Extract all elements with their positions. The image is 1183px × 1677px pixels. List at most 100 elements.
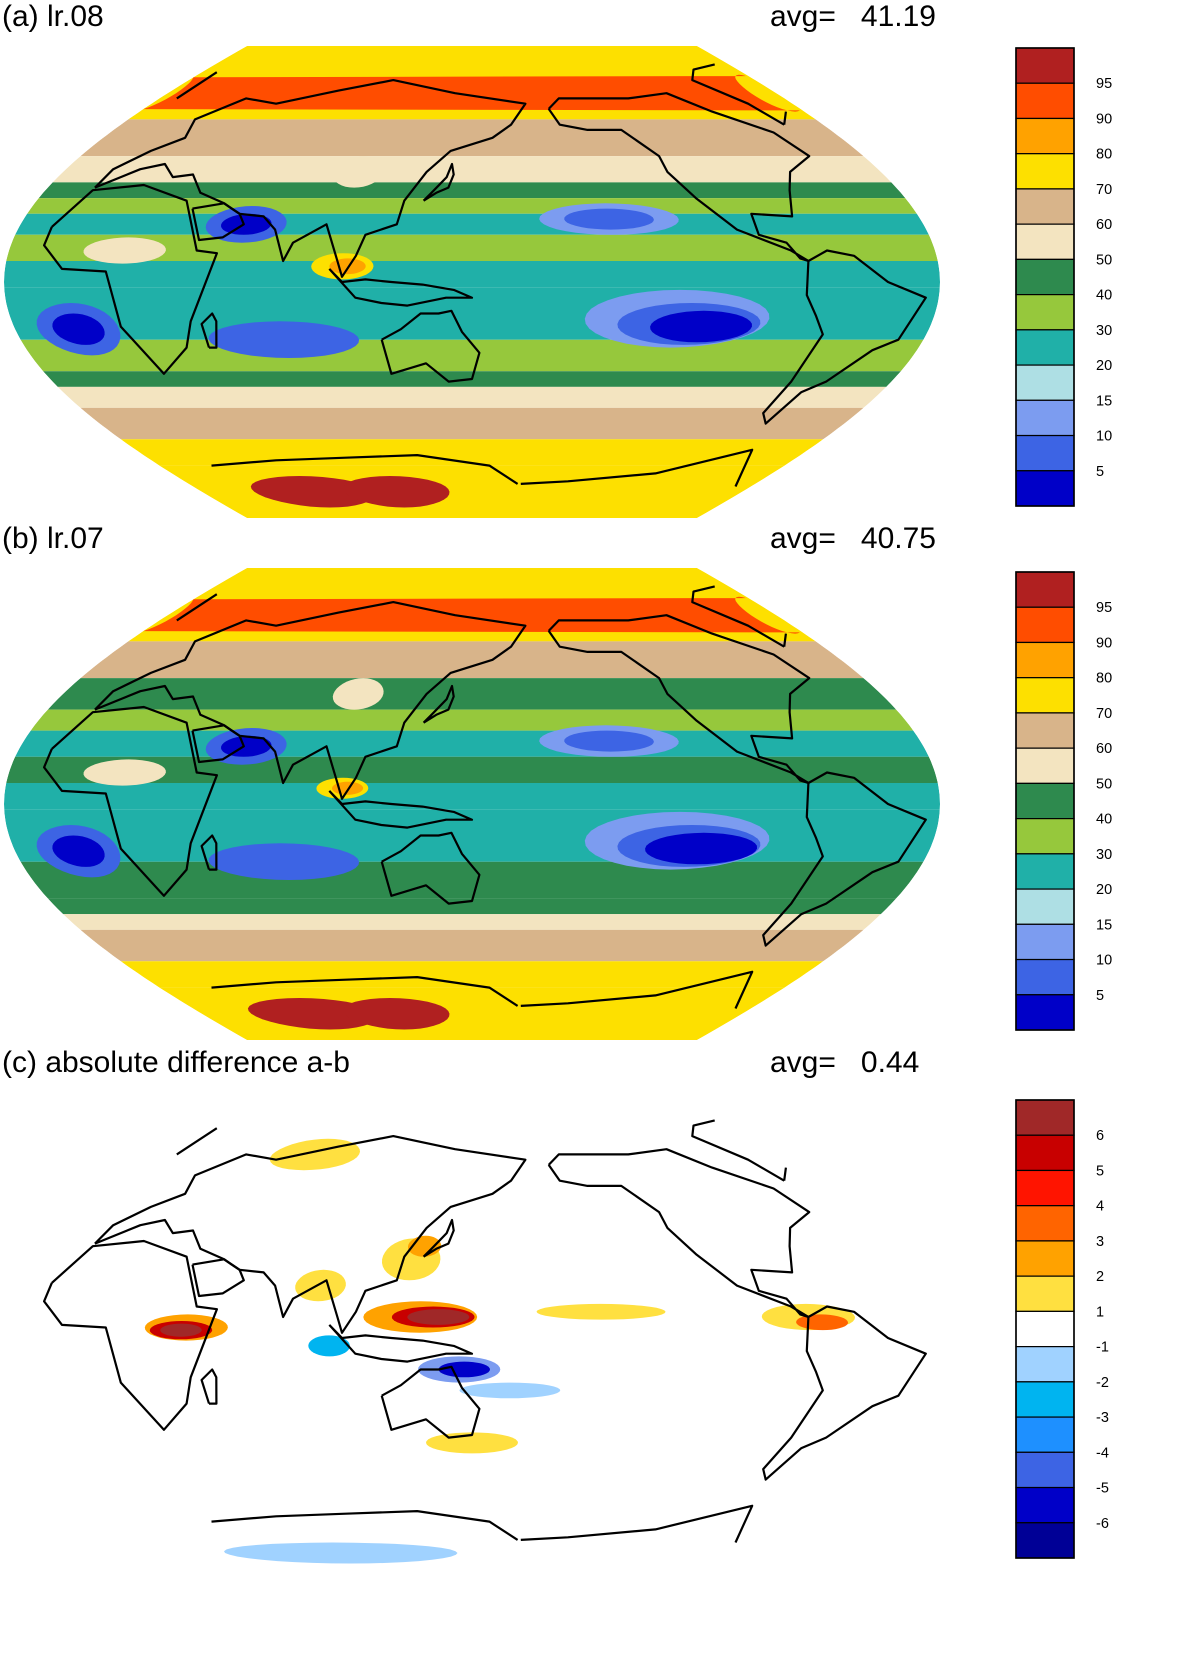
colorbar-tick-label: -3: [1096, 1410, 1109, 1426]
field-band: [47, 898, 897, 915]
field-band: [120, 439, 824, 466]
field-anomaly: [343, 998, 450, 1030]
colorbar-swatch: [1015, 1486, 1075, 1524]
colorbar-swatch: [1015, 82, 1075, 120]
colorbar-swatch: [1015, 1240, 1075, 1277]
coastline: [176, 1119, 787, 1182]
colorbar-tick-label: 70: [1096, 706, 1112, 722]
field-anomaly: [52, 835, 105, 867]
field-band: [80, 119, 864, 157]
colorbar-swatch: [1015, 364, 1075, 401]
avg-readout: avg= 0.44: [770, 1046, 919, 1080]
field-band: [4, 261, 940, 288]
colorbar-tick-label: 2: [1096, 1269, 1104, 1285]
colorbar-tick-label: -6: [1096, 1516, 1109, 1532]
coastline: [176, 63, 787, 126]
colorbar: 95 90 80 70 60 50 40 30 20 15 10 5: [1012, 570, 1172, 1040]
colorbar-tick-label: 70: [1096, 182, 1112, 198]
coastline: [200, 834, 218, 871]
colorbar-swatch: [1015, 958, 1075, 996]
colorbar-tick-label: 50: [1096, 252, 1112, 268]
panel-title: (c) absolute difference a-b: [2, 1046, 350, 1079]
colorbar-swatch: [1015, 1416, 1075, 1453]
coastline: [94, 601, 527, 800]
colorbar-tick-label: -5: [1096, 1481, 1109, 1497]
colorbar-swatch: [1015, 571, 1075, 608]
field-anomaly: [332, 156, 384, 188]
field-band: [27, 198, 917, 214]
coastline: [328, 268, 474, 307]
colorbar-tick-label: 60: [1096, 741, 1112, 757]
avg-value: 40.75: [860, 522, 936, 555]
colorbar-swatch: [1015, 1381, 1075, 1418]
coastline: [191, 724, 245, 764]
colorbar-swatch: [1015, 1275, 1075, 1312]
colorbar-tick-label: 80: [1096, 147, 1112, 163]
map-field: [4, 46, 940, 518]
colorbar-tick-label: 20: [1096, 358, 1112, 374]
colorbar-tick-label: 30: [1096, 847, 1112, 863]
colorbar-swatch: [1015, 294, 1075, 331]
colorbar-swatch: [1015, 853, 1075, 890]
coastlines: [43, 585, 927, 1009]
coastline: [422, 684, 455, 724]
colorbar-svg: 95 90 80 70 60 50 40 30 20 15 10 5: [1015, 571, 1112, 1031]
colorbar-swatch: [1015, 1134, 1075, 1172]
colorbar-swatch: [1015, 1310, 1075, 1348]
colorbar: 6 5 4 3 2 1 -1 -2 -3 -4 -5 -6: [1012, 1098, 1172, 1568]
avg-readout: avg= 40.75: [770, 522, 936, 556]
colorbar-svg: 6 5 4 3 2 1 -1 -2 -3 -4 -5 -6: [1015, 1099, 1109, 1559]
field-anomaly: [83, 759, 166, 786]
field-band: [159, 465, 785, 518]
colorbar: 95 90 80 70 60 50 40 30 20 15 10 5: [1012, 46, 1172, 516]
colorbar-swatch: [1015, 399, 1075, 437]
field-band: [120, 961, 824, 988]
colorbar-tick-label: 5: [1096, 464, 1104, 480]
map-field: [4, 1102, 940, 1574]
map-robinson: [4, 568, 940, 1040]
field-anomaly: [208, 843, 360, 880]
coastline: [762, 1305, 927, 1481]
coastline: [762, 771, 927, 947]
field-anomaly: [224, 1542, 458, 1564]
coastline: [328, 790, 474, 829]
colorbar-swatch: [1015, 1205, 1075, 1242]
field-anomaly: [52, 313, 105, 345]
colorbar-tick-label: 50: [1096, 776, 1112, 792]
coastline: [191, 202, 245, 242]
colorbar-tick-label: 60: [1096, 217, 1112, 233]
colorbar-tick-label: 90: [1096, 635, 1112, 651]
field-band: [63, 914, 881, 930]
field-band: [80, 929, 864, 962]
colorbar-tick-label: 20: [1096, 882, 1112, 898]
colorbar-tick-label: 95: [1096, 600, 1112, 616]
map-robinson: [4, 46, 940, 518]
field-anomaly: [160, 1323, 202, 1337]
colorbar-swatch: [1015, 470, 1075, 507]
colorbar-swatch: [1015, 47, 1075, 84]
colorbar-swatch: [1015, 1169, 1075, 1207]
avg-readout: avg= 41.19: [770, 0, 936, 34]
colorbar-tick-label: -4: [1096, 1445, 1109, 1461]
field-anomaly: [83, 237, 166, 264]
field-band: [57, 386, 887, 408]
colorbar-swatch: [1015, 223, 1075, 260]
colorbar-tick-label: 3: [1096, 1234, 1104, 1250]
colorbar-swatch: [1015, 117, 1075, 155]
coastline: [43, 1239, 218, 1431]
coastline: [43, 183, 218, 375]
colorbar-frame: [1015, 47, 1075, 507]
coastline: [547, 614, 811, 785]
colorbar-tick-label: -2: [1096, 1375, 1109, 1391]
field-anomaly: [247, 998, 379, 1030]
avg-label: avg=: [770, 1046, 836, 1079]
colorbar-swatch: [1015, 782, 1075, 820]
coastline: [200, 1368, 218, 1405]
coastline: [211, 1504, 754, 1543]
colorbar-tick-label: 10: [1096, 953, 1112, 969]
colorbar-swatch: [1015, 1346, 1075, 1383]
field-band: [4, 809, 940, 862]
colorbar-tick-label: 80: [1096, 671, 1112, 687]
colorbar-swatch: [1015, 994, 1075, 1031]
avg-label: avg=: [770, 522, 836, 555]
